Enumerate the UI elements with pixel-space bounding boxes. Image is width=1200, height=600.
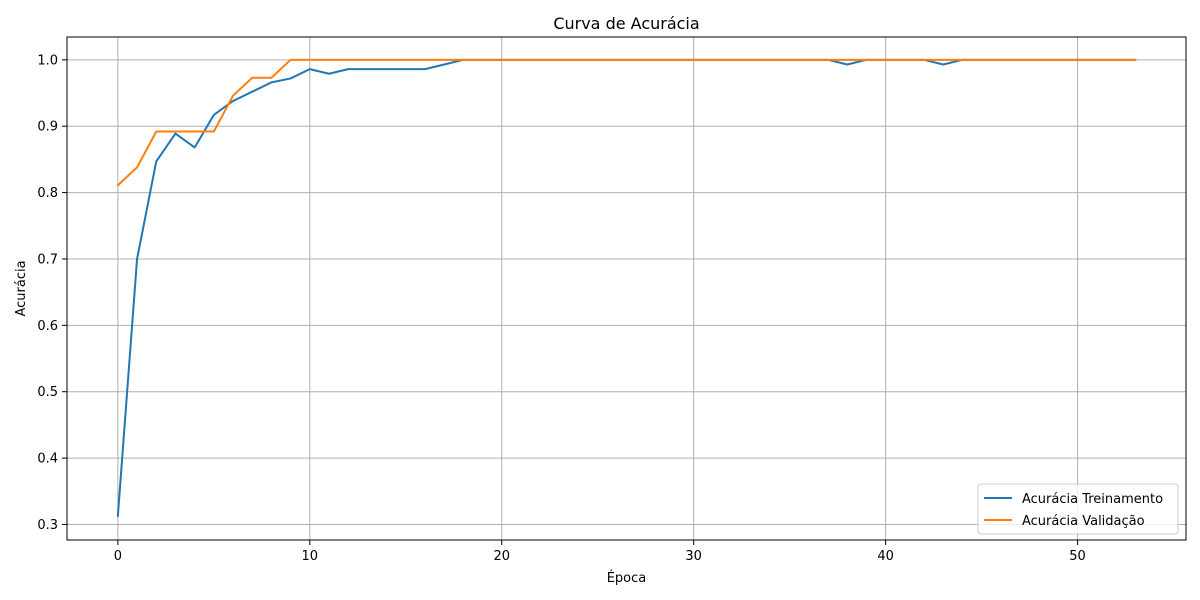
x-tick-label: 50 <box>1069 549 1086 564</box>
y-tick-label: 0.4 <box>37 452 58 467</box>
y-tick-label: 0.9 <box>37 120 58 135</box>
ticks: 0 10 20 30 40 50 0.3 0.4 0.5 0.6 0.7 0.8 0.9 1.0 <box>37 53 1086 564</box>
y-tick-label: 0.6 <box>37 319 58 334</box>
x-tick-label: 0 <box>114 549 122 564</box>
y-tick-label: 0.3 <box>37 518 58 533</box>
x-tick-label: 40 <box>877 549 894 564</box>
legend-label: Acurácia Treinamento <box>1022 492 1163 507</box>
plot-frame <box>66 36 1187 541</box>
x-tick-label: 10 <box>302 549 319 564</box>
series-line-2 <box>116 58 1137 187</box>
y-tick-label: 0.5 <box>37 385 58 400</box>
series-group <box>116 58 1137 517</box>
legend: Acurácia Treinamento Acurácia Validação <box>977 483 1179 535</box>
x-tick-label: 30 <box>685 549 702 564</box>
y-tick-label: 0.8 <box>37 186 58 201</box>
y-tick-label: 0.7 <box>37 252 58 267</box>
x-axis-label: Época <box>607 570 647 586</box>
y-tick-label: 1.0 <box>37 53 58 68</box>
y-axis-label: Acurácia <box>14 260 29 316</box>
legend-label: Acurácia Validação <box>1022 514 1145 529</box>
chart-title: Curva de Acurácia <box>553 14 699 33</box>
x-tick-label: 20 <box>493 549 510 564</box>
legend-box <box>977 483 1179 535</box>
